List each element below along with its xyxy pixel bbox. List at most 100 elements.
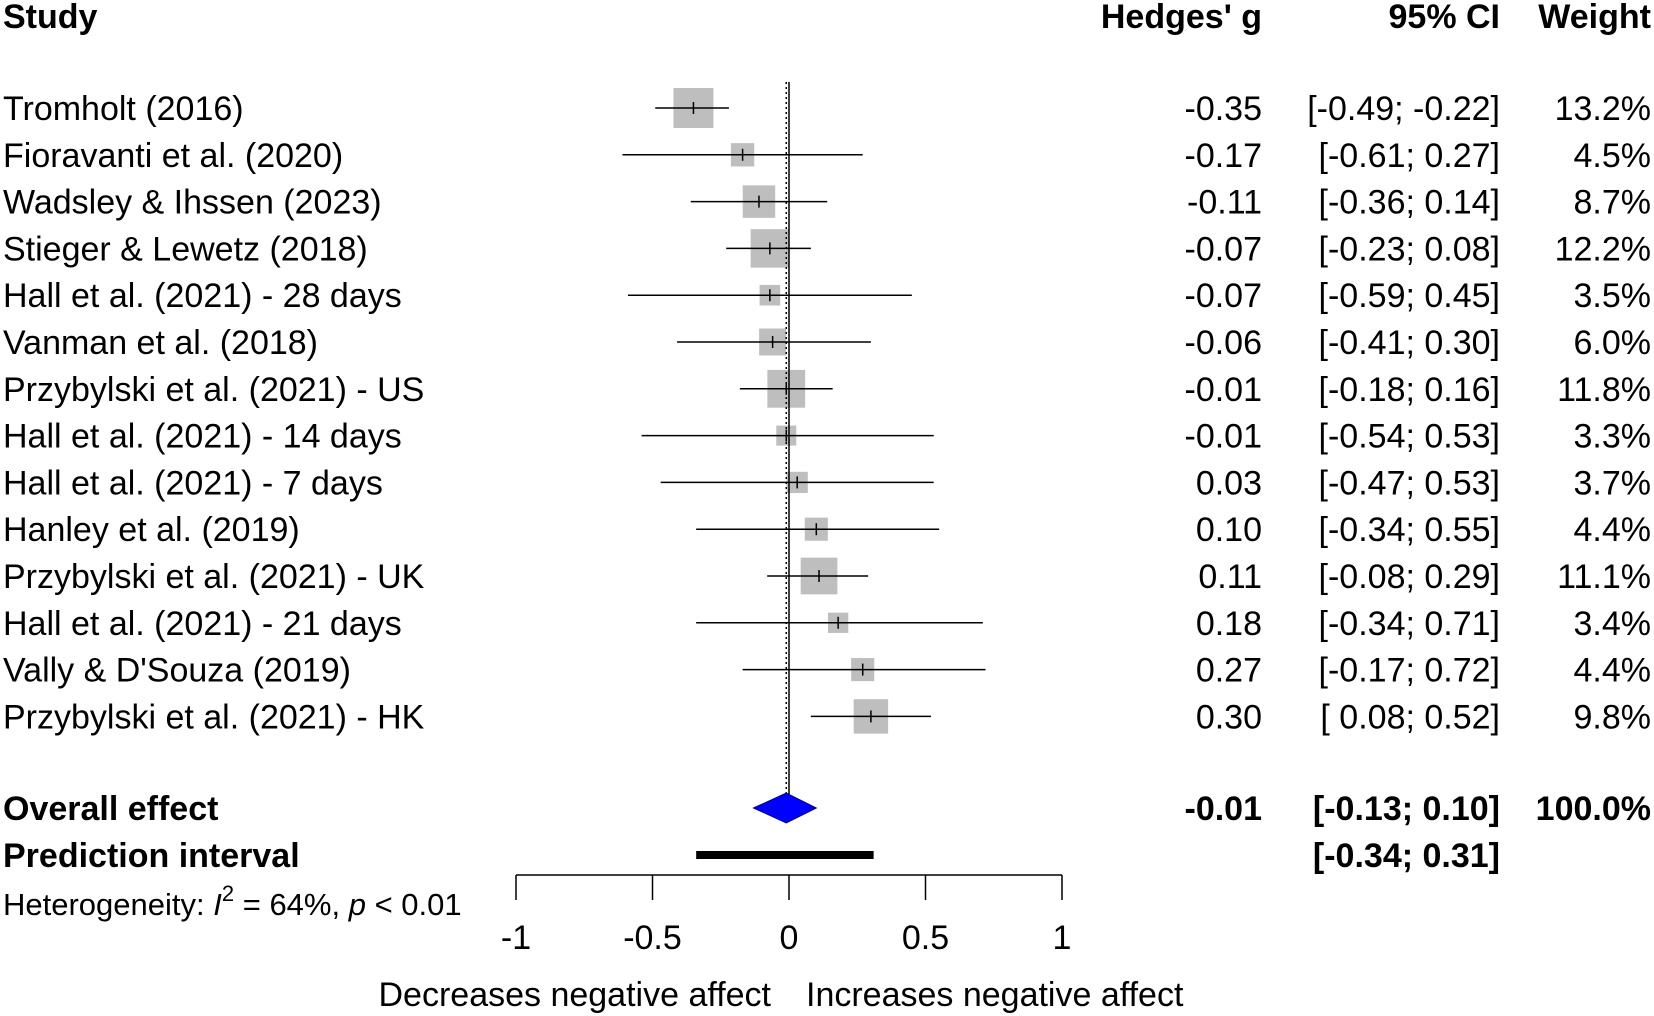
heterogeneity-prefix: Heterogeneity:: [3, 887, 213, 922]
study-estimate: 0.30: [1196, 698, 1262, 736]
study-estimate: 0.03: [1196, 464, 1262, 502]
xlabel-left: Decreases negative affect: [379, 976, 772, 1014]
study-row: Przybylski et al. (2021) - UK 0.11 [-0.08;…: [3, 557, 1651, 596]
study-row: Tromholt (2016) -0.35 [-0.49; -0.22] 13.2%: [3, 88, 1651, 128]
study-estimate: -0.01: [1185, 371, 1263, 409]
study-weight: 9.8%: [1574, 698, 1652, 736]
study-ci: [-0.36; 0.14]: [1319, 184, 1500, 222]
study-weight: 8.7%: [1574, 184, 1652, 222]
x-axis: -1 -0.5 0 0.5 1: [501, 874, 1072, 957]
x-tick-label: 1: [1053, 919, 1072, 957]
prediction-interval-bar: [696, 851, 874, 859]
study-row: Przybylski et al. (2021) - US -0.01 [-0.18…: [3, 369, 1651, 409]
prediction-label: Prediction interval: [3, 837, 300, 875]
study-row: Hall et al. (2021) - 28 days -0.07 [-0.59;…: [3, 277, 1651, 315]
summary-rows: Overall effect -0.01 [-0.13; 0.10] 100.0% Pr…: [3, 790, 1651, 875]
study-row: Hall et al. (2021) - 14 days -0.01 [-0.54;…: [3, 418, 1651, 456]
study-ci: [-0.08; 0.29]: [1319, 558, 1500, 596]
study-estimate: -0.06: [1185, 324, 1263, 362]
study-weight: 3.7%: [1574, 464, 1652, 502]
study-weight: 3.3%: [1574, 418, 1652, 456]
prediction-ci: [-0.34; 0.31]: [1313, 837, 1500, 875]
study-name: Hall et al. (2021) - 7 days: [3, 464, 383, 502]
heterogeneity-p-value: < 0.01: [366, 887, 462, 922]
study-weight: 3.4%: [1574, 605, 1652, 643]
study-estimate: -0.17: [1185, 137, 1263, 175]
study-name: Wadsley & Ihssen (2023): [3, 184, 382, 222]
study-ci: [-0.59; 0.45]: [1319, 277, 1500, 315]
study-row: Wadsley & Ihssen (2023) -0.11 [-0.36; 0.14…: [3, 184, 1651, 222]
study-estimate: 0.10: [1196, 511, 1262, 549]
xlabel-right: Increases negative affect: [806, 976, 1184, 1014]
study-name: Vanman et al. (2018): [3, 324, 318, 362]
study-name: Hall et al. (2021) - 28 days: [3, 277, 402, 315]
heterogeneity-text: Heterogeneity: I2 = 64%, p < 0.01: [3, 881, 462, 922]
study-estimate: 0.11: [1198, 558, 1262, 596]
overall-weight: 100.0%: [1536, 790, 1651, 828]
header-estimate: Hedges' g: [1101, 0, 1262, 36]
study-row: Przybylski et al. (2021) - HK 0.30 [ 0.08;…: [3, 698, 1651, 736]
x-tick-label: 0.5: [902, 919, 949, 957]
study-ci: [-0.49; -0.22]: [1307, 90, 1500, 128]
study-row: Stieger & Lewetz (2018) -0.07 [-0.23; 0.08…: [3, 229, 1651, 268]
reference-lines: [785, 82, 790, 818]
study-weight: 11.8%: [1557, 371, 1651, 409]
overall-diamond: [752, 792, 818, 824]
study-row: Hanley et al. (2019) 0.10 [-0.34; 0.55] 4.4…: [3, 511, 1651, 549]
heterogeneity-i-value: = 64%,: [234, 887, 349, 922]
study-row: Fioravanti et al. (2020) -0.17 [-0.61; 0.2…: [3, 137, 1651, 175]
overall-ci: [-0.13; 0.10]: [1313, 790, 1500, 828]
x-tick-label: 0: [780, 919, 799, 957]
study-row: Vanman et al. (2018) -0.06 [-0.41; 0.30] 6.…: [3, 324, 1651, 362]
study-row: Vally & D'Souza (2019) 0.27 [-0.17; 0.72] 4…: [3, 652, 1651, 690]
study-ci: [-0.17; 0.72]: [1319, 652, 1500, 690]
study-estimate: -0.11: [1187, 184, 1262, 222]
study-name: Przybylski et al. (2021) - UK: [3, 558, 425, 596]
study-ci: [-0.34; 0.71]: [1319, 605, 1500, 643]
heterogeneity-i-symbol: I: [213, 887, 222, 922]
study-weight: 4.5%: [1574, 137, 1652, 175]
study-name: Hall et al. (2021) - 14 days: [3, 418, 402, 456]
x-tick-label: -0.5: [623, 919, 682, 957]
study-ci: [-0.47; 0.53]: [1319, 464, 1500, 502]
study-weight: 12.2%: [1555, 230, 1651, 268]
study-name: Stieger & Lewetz (2018): [3, 230, 368, 268]
study-name: Hall et al. (2021) - 21 days: [3, 605, 402, 643]
study-ci: [-0.18; 0.16]: [1319, 371, 1500, 409]
study-estimate: -0.07: [1185, 277, 1263, 315]
study-estimate: -0.07: [1185, 230, 1263, 268]
overall-label: Overall effect: [3, 790, 218, 828]
heterogeneity-i-sup: 2: [222, 881, 234, 906]
study-weight: 4.4%: [1574, 511, 1652, 549]
study-ci: [-0.34; 0.55]: [1319, 511, 1500, 549]
study-estimate: 0.27: [1196, 652, 1262, 690]
study-ci: [-0.54; 0.53]: [1319, 418, 1500, 456]
study-name: Vally & D'Souza (2019): [3, 652, 351, 690]
study-row: Hall et al. (2021) - 7 days 0.03 [-0.47; 0…: [3, 464, 1651, 502]
study-estimate: 0.18: [1196, 605, 1262, 643]
study-name: Hanley et al. (2019): [3, 511, 300, 549]
study-ci: [-0.61; 0.27]: [1319, 137, 1500, 175]
study-rows: Tromholt (2016) -0.35 [-0.49; -0.22] 13.2% F…: [3, 88, 1651, 736]
study-weight: 6.0%: [1574, 324, 1652, 362]
study-ci: [ 0.08; 0.52]: [1320, 698, 1500, 736]
header-weight: Weight: [1538, 0, 1651, 36]
study-weight: 11.1%: [1557, 558, 1651, 596]
overall-estimate: -0.01: [1185, 790, 1263, 828]
header-ci: 95% CI: [1389, 0, 1501, 36]
study-estimate: -0.01: [1185, 418, 1263, 456]
study-name: Przybylski et al. (2021) - HK: [3, 698, 425, 736]
study-ci: [-0.23; 0.08]: [1319, 230, 1500, 268]
study-weight: 4.4%: [1574, 652, 1652, 690]
x-tick-label: -1: [501, 919, 531, 957]
header-study: Study: [3, 0, 98, 36]
study-name: Przybylski et al. (2021) - US: [3, 371, 424, 409]
study-row: Hall et al. (2021) - 21 days 0.18 [-0.34; …: [3, 605, 1651, 643]
study-name: Tromholt (2016): [3, 90, 244, 128]
study-weight: 3.5%: [1574, 277, 1652, 315]
study-ci: [-0.41; 0.30]: [1319, 324, 1500, 362]
heterogeneity-p-symbol: p: [348, 887, 366, 922]
study-estimate: -0.35: [1185, 90, 1263, 128]
study-weight: 13.2%: [1555, 90, 1651, 128]
